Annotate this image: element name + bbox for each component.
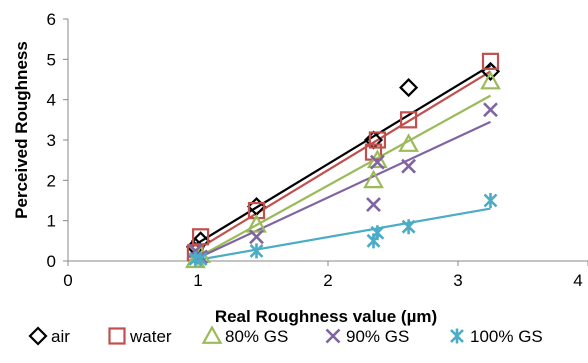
data-point-90-gs bbox=[401, 158, 417, 174]
trendlines bbox=[190, 64, 492, 263]
x-tick-label: 4 bbox=[573, 271, 582, 290]
legend-label: 80% GS bbox=[225, 327, 288, 346]
legend-item-90-gs: 90% GS bbox=[325, 327, 409, 346]
y-tick-label: 6 bbox=[47, 10, 56, 29]
trendline-80-gs bbox=[190, 94, 492, 262]
trendline-air bbox=[190, 64, 492, 248]
legend-marker-100-gs bbox=[450, 328, 464, 344]
y-tick-label: 1 bbox=[47, 212, 56, 231]
y-tick-label: 0 bbox=[47, 252, 56, 271]
x-tick-label: 1 bbox=[193, 271, 202, 290]
legend-item-80-gs: 80% GS bbox=[201, 325, 288, 346]
x-tick-label: 3 bbox=[453, 271, 462, 290]
legend-marker-90-gs bbox=[325, 328, 341, 344]
data-point-100-gs bbox=[249, 243, 264, 259]
legend-label: air bbox=[51, 327, 70, 346]
legend-label: 100% GS bbox=[470, 327, 543, 346]
legend-marker-water bbox=[108, 327, 126, 345]
trendline-90-gs bbox=[191, 120, 491, 262]
y-tick-label: 4 bbox=[47, 91, 56, 110]
data-point-100-gs bbox=[401, 219, 416, 235]
y-tick-label: 2 bbox=[47, 171, 56, 190]
data-point-90-gs bbox=[483, 102, 498, 118]
trendline-water bbox=[190, 70, 492, 254]
data-point-90-gs bbox=[366, 197, 381, 212]
y-axis-title: Perceived Roughness bbox=[12, 41, 31, 219]
legend-item-water: water bbox=[108, 327, 172, 346]
trendline-100-gs bbox=[191, 207, 491, 263]
data-points bbox=[185, 52, 501, 269]
data-point-90-gs bbox=[369, 154, 385, 170]
data-point-100-gs bbox=[370, 225, 385, 241]
legend-label: water bbox=[129, 327, 172, 346]
data-point-80-gs bbox=[246, 213, 267, 233]
data-point-air bbox=[191, 231, 211, 251]
x-axis-title: Real Roughness value (µm) bbox=[215, 307, 437, 326]
data-point-water bbox=[368, 131, 386, 149]
data-point-80-gs bbox=[480, 70, 501, 90]
legend-marker-air bbox=[28, 326, 48, 346]
legend-marker-80-gs bbox=[201, 325, 223, 344]
y-axis: 0 1 2 3 4 5 6 bbox=[47, 10, 69, 271]
legend: air water 80% GS 90% GS 100% GS bbox=[28, 325, 543, 346]
legend-label: 90% GS bbox=[346, 327, 409, 346]
data-point-80-gs bbox=[398, 133, 419, 152]
data-point-air bbox=[399, 78, 419, 98]
y-tick-label: 3 bbox=[47, 131, 56, 150]
legend-item-air: air bbox=[28, 326, 70, 346]
data-point-100-gs bbox=[483, 193, 498, 208]
data-point-water bbox=[400, 111, 418, 129]
x-axis: 0 1 2 3 4 bbox=[63, 260, 588, 290]
legend-item-100-gs: 100% GS bbox=[450, 327, 543, 346]
plot-area: 0 1 2 3 4 5 6 0 1 2 3 4 bbox=[47, 10, 588, 290]
data-point-80-gs bbox=[363, 169, 384, 189]
x-tick-label: 2 bbox=[323, 271, 332, 290]
data-point-water bbox=[481, 52, 500, 70]
data-point-90-gs bbox=[249, 229, 264, 245]
data-point-100-gs bbox=[193, 251, 208, 267]
y-tick-label: 5 bbox=[47, 50, 56, 69]
x-tick-label: 0 bbox=[63, 271, 72, 290]
